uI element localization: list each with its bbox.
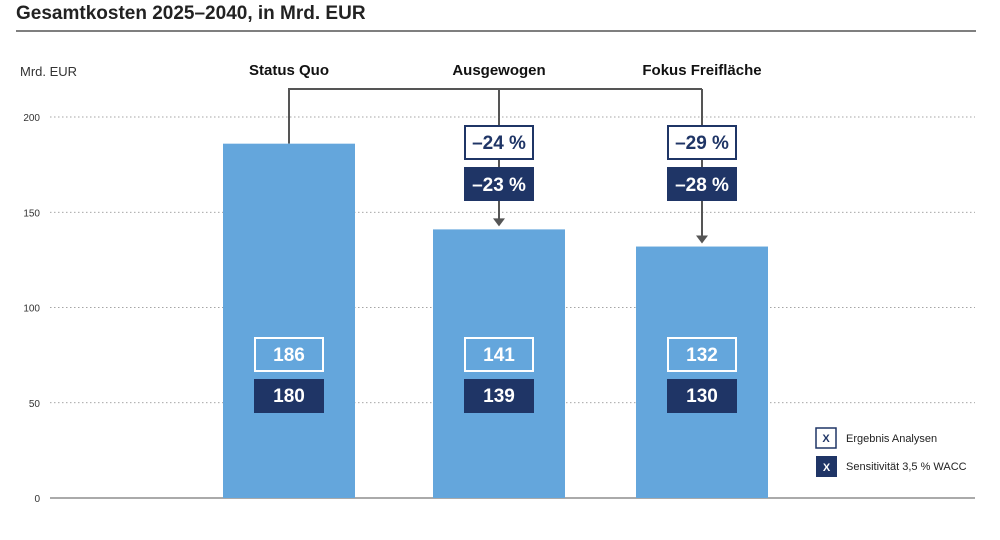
change-label: –23 % [472,175,526,196]
y-tick-label: 200 [23,113,40,124]
value-box-analysen [254,337,324,372]
bracket-line [288,88,702,144]
chart-title: Gesamtkosten 2025–2040, in Mrd. EUR [16,3,366,24]
y-tick-label: 100 [23,304,40,315]
change-label: –28 % [675,175,729,196]
change-connectors: –24 % –23 % –29 % –28 % [288,88,737,244]
legend-marker: X [822,433,830,445]
change-box-sensitivitaet [464,167,534,201]
data-label: 141 [483,345,515,366]
legend: X Ergebnis Analysen X Sensitivität 3,5 % WA… [815,427,967,477]
data-label: 132 [686,345,718,366]
value-box-analysen [667,337,737,372]
change-arrow-head [493,218,505,227]
data-label: 180 [273,386,305,407]
data-label: 139 [483,386,515,407]
legend-swatch-outline [815,427,837,449]
change-label: –29 % [675,133,729,154]
value-box-analysen [464,337,534,372]
bar [433,229,565,498]
data-label: 130 [686,386,718,407]
y-tick-label: 150 [23,208,40,219]
legend-label: Ergebnis Analysen [846,433,937,445]
change-box-analysen [464,125,534,160]
legend-marker: X [823,462,831,474]
change-label: –24 % [472,133,526,154]
value-box-sensitivitaet [667,379,737,413]
y-tick-label: 50 [29,399,41,410]
change-box-analysen [667,125,737,160]
value-box-sensitivitaet [254,379,324,413]
bars [223,143,768,499]
y-axis-unit: Mrd. EUR [20,64,77,79]
y-tick-label: 0 [34,494,40,505]
legend-label: Sensitivität 3,5 % WACC [846,461,967,473]
category-label: Status Quo [249,62,329,79]
change-box-sensitivitaet [667,167,737,201]
category-label: Fokus Freifläche [642,62,761,79]
category-label: Ausgewogen [452,62,545,79]
bar [636,246,768,498]
change-arrow-head [696,235,708,244]
bar [223,143,355,499]
value-box-sensitivitaet [464,379,534,413]
legend-swatch-filled [816,456,837,477]
bar-labels: Status Quo 186 180 Ausgewogen 141 139 Fokus Fr… [249,62,762,413]
data-label: 186 [273,345,305,366]
